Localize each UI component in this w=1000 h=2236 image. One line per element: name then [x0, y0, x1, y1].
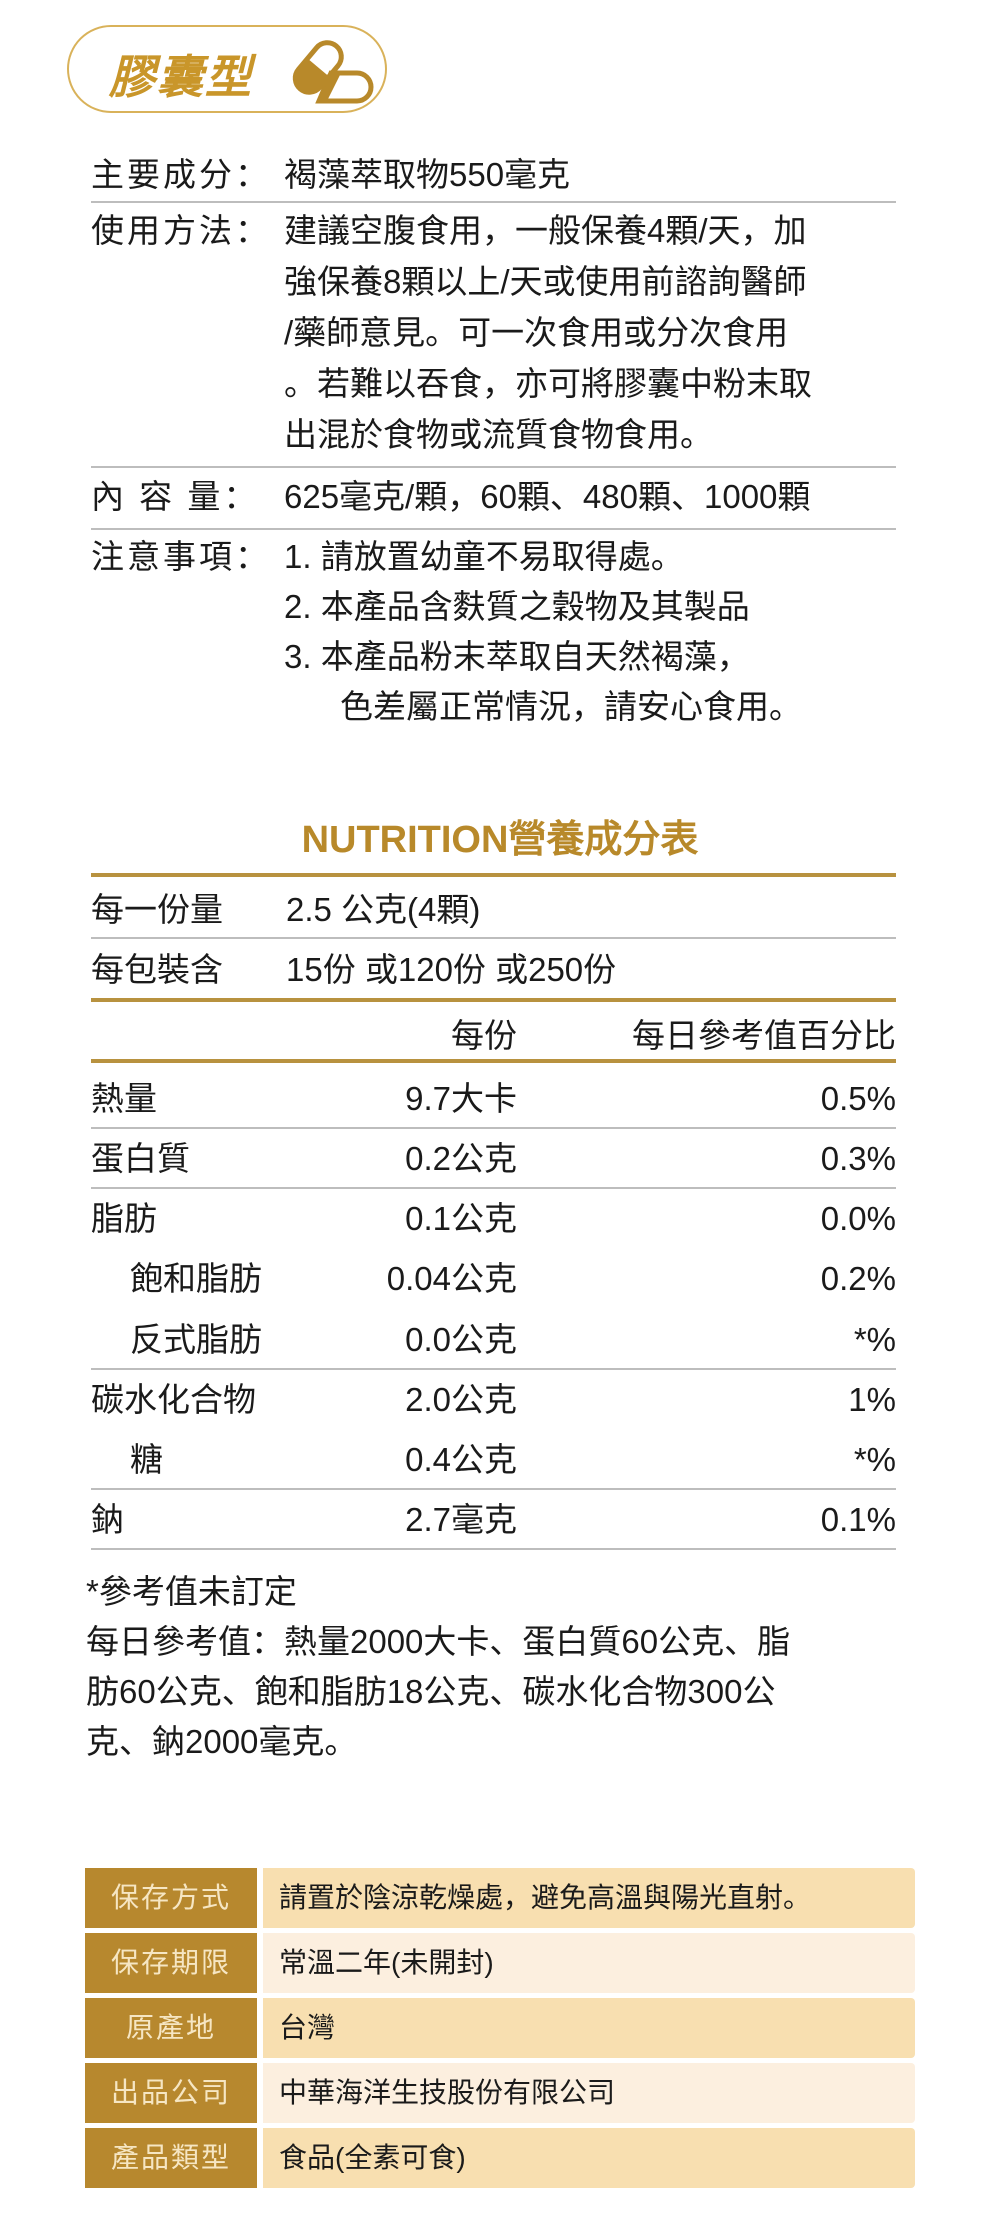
nutrient-name: 糖 [130, 1441, 163, 1478]
usage-line: 強保養8顆以上/天或使用前諮詢醫師 [284, 263, 807, 300]
gold-divider [91, 998, 896, 1002]
nutrient-per-serving: 0.4公克 [405, 1441, 517, 1478]
daily-pct-header: 每日參考值百分比 [632, 1017, 896, 1054]
nutrient-per-serving: 0.2公克 [405, 1140, 517, 1177]
detail-value: 台灣 [263, 1998, 915, 2058]
divider [91, 201, 896, 203]
footnote: *參考值未訂定 [86, 1573, 297, 1610]
nutrient-name: 飽和脂肪 [130, 1260, 262, 1297]
nutrient-name: 熱量 [91, 1080, 157, 1117]
divider [91, 937, 896, 939]
divider [91, 1488, 896, 1490]
notes-line: 色差屬正常情況，請安心食用。 [340, 688, 802, 725]
divider [91, 466, 896, 468]
usage-label: 使用方法： [91, 212, 271, 249]
nutrient-name: 脂肪 [91, 1200, 157, 1237]
ingredients-value: 褐藻萃取物550毫克 [284, 156, 571, 193]
detail-value: 中華海洋生技股份有限公司 [263, 2063, 915, 2123]
detail-label: 保存期限 [85, 1933, 257, 1993]
content-value: 625毫克/顆，60顆、480顆、1000顆 [284, 478, 811, 515]
serving-size-value: 2.5 公克(4顆) [286, 891, 481, 928]
ingredients-label: 主要成分： [91, 156, 271, 193]
divider [91, 1127, 896, 1129]
per-serving-header: 每份 [451, 1017, 517, 1054]
servings-value: 15份 或120份 或250份 [286, 951, 617, 988]
detail-label: 產品類型 [85, 2128, 257, 2188]
usage-line: /藥師意見。可一次食用或分次食用 [284, 314, 789, 351]
servings-label: 每包裝含 [91, 951, 223, 988]
nutrient-per-serving: 2.7毫克 [405, 1501, 517, 1538]
notes-label: 注意事項： [91, 538, 271, 575]
nutrient-daily-pct: 0.3% [820, 1140, 896, 1177]
nutrient-daily-pct: *% [853, 1321, 896, 1358]
nutrient-daily-pct: 0.0% [820, 1200, 896, 1237]
daily-ref-line: 克、鈉2000毫克。 [86, 1723, 358, 1760]
usage-line: 建議空腹食用，一般保養4顆/天，加 [284, 212, 807, 249]
daily-ref-line: 每日參考值：熱量2000大卡、蛋白質60公克、脂 [86, 1623, 791, 1660]
badge-label: 膠囊型 [109, 51, 253, 103]
nutrient-daily-pct: *% [853, 1441, 896, 1478]
nutrient-daily-pct: 0.2% [820, 1260, 896, 1297]
divider [91, 1368, 896, 1370]
nutrient-daily-pct: 0.1% [820, 1501, 896, 1538]
detail-value: 常溫二年(未開封) [263, 1933, 915, 1993]
nutrient-name: 蛋白質 [91, 1140, 190, 1177]
nutrient-name: 碳水化合物 [91, 1381, 256, 1418]
capsule-type-badge: 膠囊型 [67, 25, 387, 113]
nutrient-name: 鈉 [91, 1501, 124, 1538]
usage-line: 。若難以吞食，亦可將膠囊中粉末取 [284, 365, 812, 402]
nutrient-per-serving: 0.04公克 [386, 1260, 517, 1297]
nutrient-daily-pct: 0.5% [820, 1080, 896, 1117]
divider [91, 1187, 896, 1189]
detail-label: 出品公司 [85, 2063, 257, 2123]
content-label: 內 容 量： [91, 478, 260, 515]
notes-line: 1. 請放置幼童不易取得處。 [284, 538, 684, 575]
daily-ref-line: 肪60公克、飽和脂肪18公克、碳水化合物300公 [86, 1673, 776, 1710]
detail-value: 食品(全素可食) [263, 2128, 915, 2188]
divider [91, 528, 896, 530]
usage-line: 出混於食物或流質食物食用。 [284, 416, 713, 453]
nutrition-title: NUTRITION營養成分表 [301, 819, 699, 861]
nutrient-name: 反式脂肪 [130, 1321, 262, 1358]
detail-label: 原產地 [85, 1998, 257, 2058]
nutrient-per-serving: 0.0公克 [405, 1321, 517, 1358]
detail-label: 保存方式 [85, 1868, 257, 1928]
gold-divider [91, 1059, 896, 1063]
nutrient-per-serving: 2.0公克 [405, 1381, 517, 1418]
notes-line: 3. 本產品粉末萃取自天然褐藻， [284, 638, 750, 675]
serving-size-label: 每一份量 [91, 891, 223, 928]
detail-value: 請置於陰涼乾燥處，避免高溫與陽光直射。 [263, 1868, 915, 1928]
notes-line: 2. 本產品含麩質之穀物及其製品 [284, 588, 750, 625]
nutrient-per-serving: 9.7大卡 [405, 1080, 517, 1117]
capsule-icon [292, 40, 374, 104]
nutrient-per-serving: 0.1公克 [405, 1200, 517, 1237]
gold-divider [91, 873, 896, 877]
nutrient-daily-pct: 1% [848, 1381, 896, 1418]
divider [91, 1548, 896, 1550]
